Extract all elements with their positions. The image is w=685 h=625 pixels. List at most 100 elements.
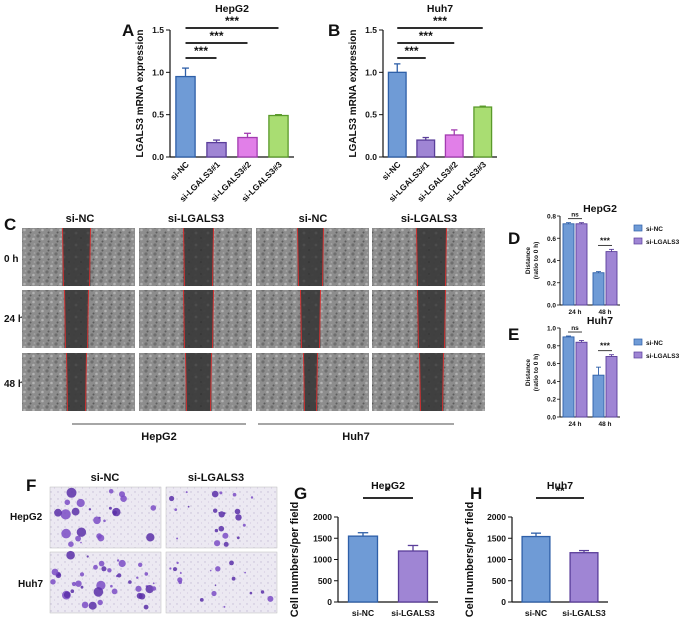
wound-edge-line [445, 227, 447, 287]
y-axis-label: Cell numbers/per field [289, 502, 301, 618]
stained-cell [98, 560, 105, 567]
stained-cell [81, 601, 89, 609]
wound-edge-line [185, 352, 187, 412]
stained-cell [242, 523, 246, 527]
y-tick-label: 0.4 [547, 258, 556, 265]
panel-label-f: F [26, 476, 36, 495]
wound-col-label-4: si-LGALS3 [401, 213, 457, 225]
y-tick-label: 2000 [487, 512, 506, 522]
y-tick-label: 0 [501, 597, 506, 607]
panel-label-e: E [508, 325, 519, 344]
wound-edge-line [64, 289, 66, 349]
panel-label-g: G [294, 484, 307, 503]
bar [592, 374, 605, 418]
chart-a-lgals3-hepg2: HepG2 0.0 0.5 1.0 1.5 LGALS3 mRNA expression s… [135, 3, 294, 204]
stained-cell [101, 566, 107, 572]
stained-cell [176, 537, 179, 540]
stained-cell [199, 598, 204, 602]
stained-cell [174, 508, 178, 511]
transwell-col-label-2: si-LGALS3 [188, 472, 244, 484]
stained-cell [70, 589, 75, 593]
wound-group-huh7: Huh7 [342, 431, 370, 443]
stained-cell [209, 569, 212, 572]
panel-label-d: D [508, 229, 520, 248]
legend-label: si-NC [646, 340, 663, 347]
bar [473, 106, 493, 158]
stained-cell [213, 508, 218, 513]
bar [575, 223, 588, 306]
wound-row-label-3: 48 h [4, 379, 24, 390]
y-tick-label: 0.8 [547, 214, 556, 221]
wound-col-label-2: si-LGALS3 [168, 213, 224, 225]
chart-title: HepG2 [215, 3, 249, 15]
stained-cell [214, 540, 221, 547]
wound-edge-line [322, 227, 324, 287]
stained-cell [218, 511, 225, 518]
wound-edge-line [212, 227, 214, 287]
significance-label: *** [404, 44, 418, 58]
x-category-label: 24 h [568, 421, 581, 428]
bar [605, 251, 618, 306]
x-category-label: si-NC [168, 159, 191, 182]
stained-cell [64, 499, 71, 506]
x-category-label: si-NC [380, 159, 403, 182]
wound-edge-line [319, 289, 321, 349]
stained-cell [145, 585, 154, 594]
chart-title: HepG2 [371, 480, 405, 492]
transwell-row-label-2: Huh7 [18, 579, 43, 590]
stained-cell [120, 495, 127, 503]
stained-cell [108, 489, 114, 494]
y-tick-label: 500 [318, 576, 332, 586]
wound-edge-line [316, 352, 318, 412]
wound-gap [303, 353, 318, 411]
chart-d-wound-hepg2: HepG2 0.0 0.2 0.4 0.6 0.8 Distance (ratio to 0 … [525, 203, 680, 316]
stained-cell [214, 584, 217, 586]
wound-gap [183, 228, 214, 286]
wound-row-label-1: 0 h [4, 254, 18, 265]
x-category-label: 48 h [598, 421, 611, 428]
wound-edge-line [442, 352, 444, 412]
y-axis-label: Distance [525, 247, 532, 274]
stained-cell [112, 507, 121, 517]
x-category-label: si-NC [352, 608, 374, 618]
stained-cell [71, 507, 80, 516]
stained-cell [51, 568, 59, 576]
panel-label-h: H [470, 484, 482, 503]
legend-swatch [633, 351, 643, 359]
wound-gap [300, 290, 321, 348]
wound-edge-line [416, 227, 418, 287]
y-axis-label: Cell numbers/per field [464, 502, 476, 618]
significance-label: *** [600, 341, 611, 351]
stained-cell [66, 487, 77, 498]
stained-cell [152, 582, 155, 585]
significance-label: * [386, 484, 391, 498]
stained-cell [128, 580, 132, 584]
stained-cell [88, 508, 92, 511]
transwell-image [49, 551, 162, 614]
stained-cell [214, 528, 219, 533]
stained-cell [66, 550, 75, 560]
stained-cell [223, 605, 226, 608]
bar [592, 272, 605, 306]
y-tick-label: 1.0 [365, 67, 377, 77]
stained-cell [234, 508, 241, 515]
y-tick-label: 0 [327, 597, 332, 607]
stained-cell [68, 541, 74, 547]
transwell-image [165, 551, 278, 614]
stained-cell [97, 599, 103, 606]
stained-cell [93, 516, 101, 525]
y-tick-label: 0.2 [547, 280, 556, 287]
stained-cell [169, 567, 172, 570]
stained-cell [244, 571, 247, 574]
wound-edge-line [87, 289, 89, 349]
wound-edge-line [85, 352, 87, 412]
wound-edge-line [417, 289, 419, 349]
stained-cell [144, 572, 149, 576]
stained-cell [176, 561, 179, 565]
bar [562, 223, 575, 306]
legend-swatch [633, 338, 643, 346]
y-axis-label: LGALS3 mRNA expression [348, 30, 359, 158]
stained-cell [71, 581, 77, 587]
wound-edge-line [444, 289, 446, 349]
stained-cell [232, 492, 237, 497]
